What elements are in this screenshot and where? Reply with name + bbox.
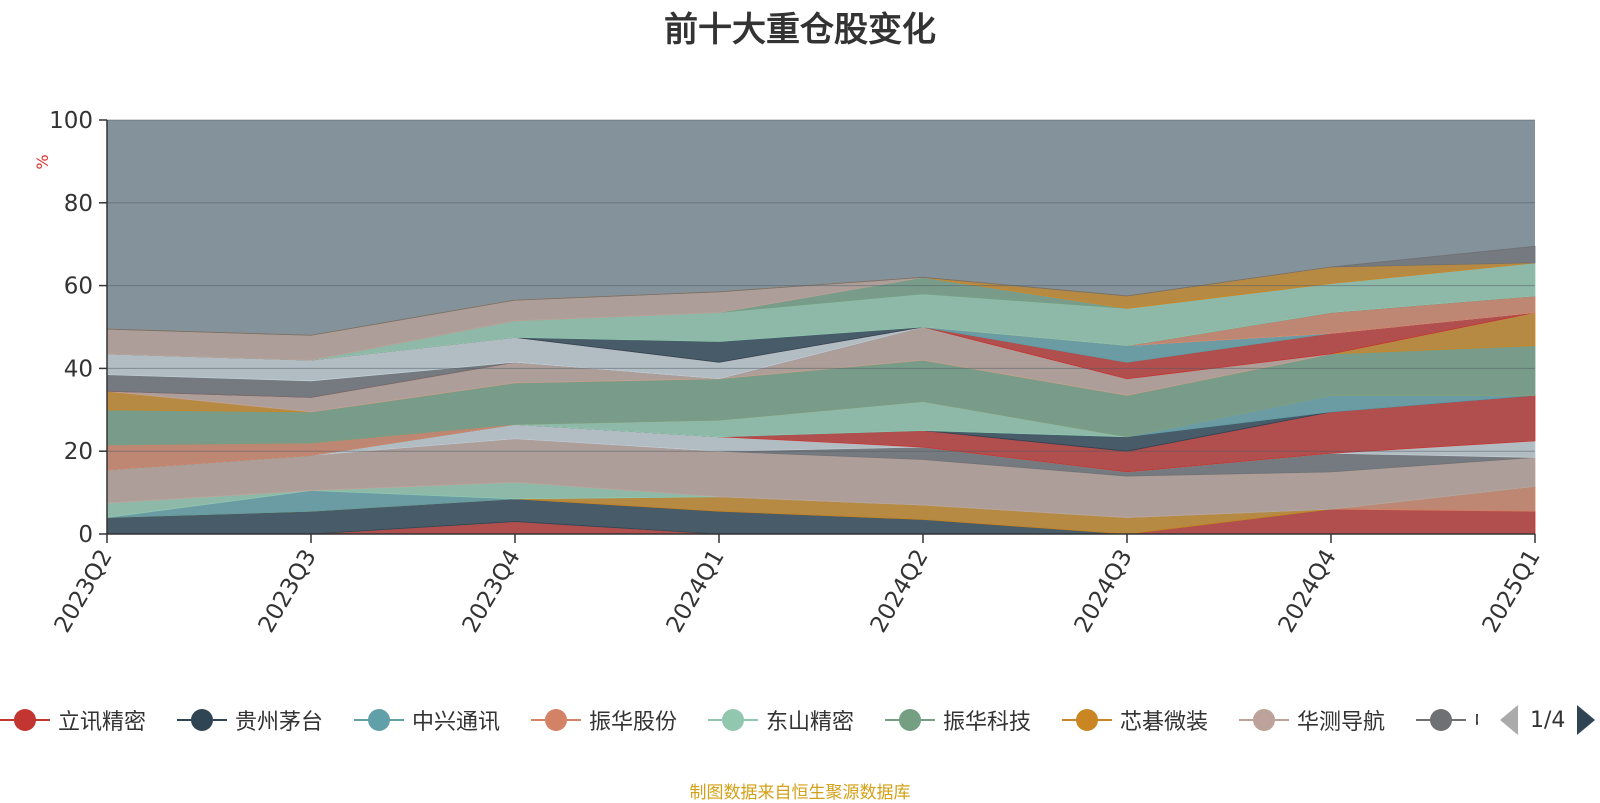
legend-marker-icon (177, 700, 227, 740)
legend: 立讯精密 贵州茅台 中兴通讯 振华股份 东山精密 振华科技 芯碁微装 华测导航 中 (0, 700, 1600, 740)
legend-marker-icon (1062, 700, 1112, 740)
legend-marker-icon (1239, 700, 1289, 740)
x-tick-label: 2024Q4 (1274, 545, 1342, 637)
y-tick-label: 0 (78, 522, 93, 548)
chart-title: 前十大重仓股变化 (664, 10, 936, 50)
legend-prev-icon[interactable] (1500, 705, 1518, 735)
x-tick-label: 2025Q1 (1478, 545, 1546, 637)
x-tick-label: 2024Q1 (662, 545, 730, 637)
x-tick-label: 2023Q4 (458, 545, 526, 637)
legend-label: 振华股份 (589, 710, 678, 735)
legend-item[interactable]: 华测导航 (1239, 700, 1385, 740)
legend-item[interactable]: 中兴通讯 (354, 700, 500, 740)
legend-page-indicator: 1/4 (1530, 707, 1566, 733)
y-tick-label: 40 (64, 356, 93, 382)
legend-item[interactable]: 中 (1416, 700, 1478, 740)
x-tick-label: 2023Q3 (254, 545, 322, 637)
legend-item[interactable]: 东山精密 (708, 700, 854, 740)
y-tick-label: 60 (64, 274, 93, 300)
x-tick-label: 2024Q2 (866, 545, 934, 637)
legend-item[interactable]: 振华科技 (885, 700, 1031, 740)
y-tick-label: 20 (64, 439, 93, 465)
legend-marker-icon (1416, 700, 1466, 740)
x-tick-label: 2023Q2 (50, 545, 118, 637)
y-tick-label: 100 (49, 108, 93, 134)
legend-item[interactable]: 贵州茅台 (177, 700, 323, 740)
y-tick-label: 80 (64, 191, 93, 217)
legend-pager: 1/4 (1500, 700, 1596, 740)
legend-label: 立讯精密 (58, 710, 147, 735)
data-source-note: 制图数据来自恒生聚源数据库 (689, 783, 911, 803)
legend-label: 振华科技 (943, 710, 1032, 735)
legend-label: 华测导航 (1297, 710, 1386, 735)
legend-item[interactable]: 立讯精密 (0, 700, 146, 740)
legend-next-icon[interactable] (1577, 705, 1596, 735)
legend-label: 东山精密 (766, 710, 855, 735)
legend-label: 中 (1474, 704, 1478, 736)
legend-marker-icon (0, 700, 50, 740)
legend-marker-icon (531, 700, 581, 740)
area-series-28 (106, 245, 1536, 336)
legend-marker-icon (708, 700, 758, 740)
legend-marker-icon (885, 700, 935, 740)
y-axis-label: % (33, 154, 52, 169)
stacked-area-chart: 0 20 40 60 80 100 2023Q2 2023Q3 2023Q4 2024Q1 202… (33, 108, 1546, 637)
legend-item[interactable]: 振华股份 (531, 700, 677, 740)
x-tick-label: 2024Q3 (1070, 545, 1138, 637)
legend-marker-icon (354, 700, 404, 740)
legend-label: 中兴通讯 (412, 710, 501, 735)
legend-label: 贵州茅台 (235, 710, 324, 735)
legend-item[interactable]: 芯碁微装 (1062, 700, 1208, 740)
legend-label: 芯碁微装 (1120, 710, 1209, 735)
